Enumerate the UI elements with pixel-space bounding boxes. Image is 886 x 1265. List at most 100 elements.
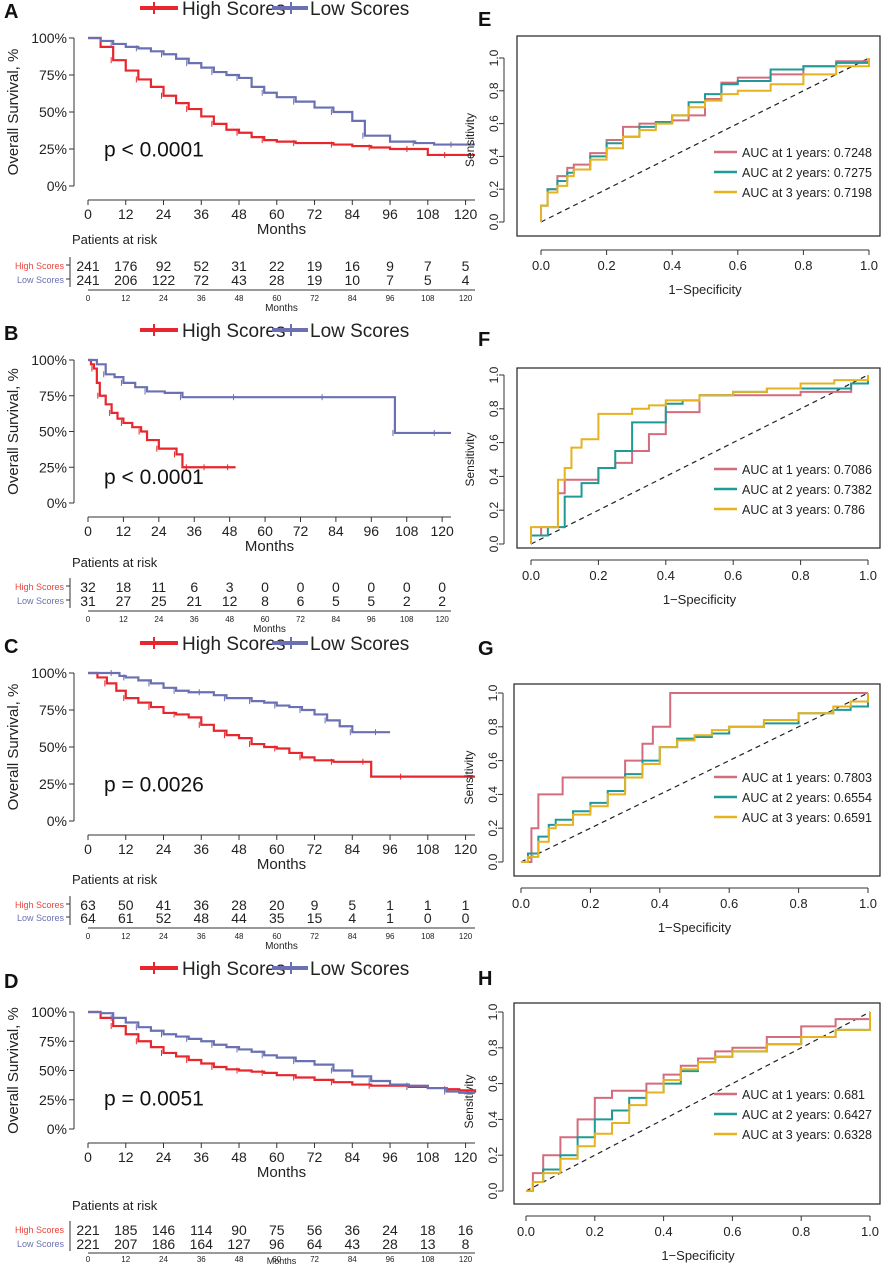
y-axis-title: Sensitivity — [463, 113, 477, 167]
risk-count-high: 75 — [269, 1222, 285, 1238]
risk-count-high: 63 — [80, 897, 96, 913]
y-tick-label: 0% — [47, 813, 67, 829]
risk-x-tick-label: 60 — [272, 1255, 281, 1264]
legend-high-label: High Scores — [182, 0, 286, 20]
plot-frame — [513, 1002, 881, 1205]
y-tick-label: 0.4 — [486, 1111, 500, 1128]
x-tick-label: 72 — [307, 206, 323, 222]
x-tick-label: 0.2 — [586, 1224, 604, 1239]
y-tick-label: 0.0 — [486, 853, 500, 870]
x-tick-label: 12 — [116, 523, 132, 539]
risk-x-tick-label: 60 — [272, 294, 281, 303]
x-tick-label: 0.0 — [532, 258, 550, 273]
y-tick-label: 100% — [31, 665, 67, 681]
y-axis-title: Overall Survival, % — [5, 1007, 22, 1134]
x-tick-label: 120 — [430, 523, 454, 539]
legend-label-1yr: AUC at 1 years: 0.7803 — [742, 771, 872, 785]
risk-count-high: 6 — [190, 579, 198, 595]
risk-count-high: 3 — [226, 579, 234, 595]
risk-count-low: 21 — [186, 593, 202, 609]
risk-x-tick-label: 24 — [159, 932, 168, 941]
panel-letter: F — [478, 329, 490, 351]
risk-count-high: 5 — [462, 258, 470, 274]
x-tick-label: 0.8 — [792, 1224, 810, 1239]
roc-curve-3yr — [521, 693, 869, 863]
x-axis-title: 1−Specificity — [663, 592, 737, 607]
risk-x-tick-label: 120 — [459, 932, 473, 941]
risk-high-label: High Scores — [15, 261, 65, 271]
x-tick-label: 72 — [307, 841, 323, 857]
risk-count-high: 146 — [152, 1222, 176, 1238]
x-tick-label: 84 — [328, 523, 344, 539]
y-tick-label: 75% — [39, 702, 67, 718]
x-tick-label: 0.2 — [589, 568, 607, 583]
risk-count-low: 44 — [231, 910, 247, 926]
x-tick-label: 36 — [193, 1149, 209, 1165]
y-tick-label: 0.8 — [487, 400, 501, 417]
risk-count-high: 0 — [297, 579, 305, 595]
legend-label-1yr: AUC at 1 years: 0.7086 — [742, 463, 872, 477]
risk-count-low: 61 — [118, 910, 134, 926]
plot-frame — [513, 683, 881, 877]
risk-table-title: Patients at risk — [72, 555, 158, 570]
x-tick-label: 36 — [186, 523, 202, 539]
risk-x-tick-label: 72 — [310, 932, 319, 941]
risk-count-high: 0 — [438, 579, 446, 595]
panel-letter: C — [4, 636, 18, 658]
x-tick-label: 0.6 — [723, 1224, 741, 1239]
risk-high-label: High Scores — [15, 1225, 65, 1235]
y-tick-label: 0.8 — [486, 718, 500, 735]
x-tick-label: 0.6 — [729, 258, 747, 273]
risk-x-tick-label: 48 — [235, 932, 244, 941]
x-tick-label: 108 — [416, 1149, 440, 1165]
risk-count-low: 8 — [462, 1236, 470, 1252]
risk-x-tick-label: 36 — [190, 615, 199, 624]
y-axis-title: Sensitivity — [462, 1074, 476, 1128]
risk-count-low: 207 — [114, 1236, 138, 1252]
x-tick-label: 108 — [395, 523, 419, 539]
y-axis-title: Sensitivity — [463, 432, 477, 486]
risk-count-high: 19 — [307, 258, 323, 274]
legend-high-label: High Scores — [182, 959, 286, 980]
risk-count-high: 56 — [307, 1222, 323, 1238]
risk-x-tick-label: 84 — [348, 1255, 357, 1264]
legend-label-2yr: AUC at 2 years: 0.6427 — [742, 1108, 872, 1122]
y-tick-label: 0.2 — [487, 502, 501, 519]
low-survival-curve — [88, 358, 451, 435]
risk-x-tick-label: 120 — [459, 1255, 473, 1264]
y-tick-label: 25% — [39, 141, 67, 157]
x-tick-label: 96 — [382, 1149, 398, 1165]
risk-count-high: 241 — [76, 258, 100, 274]
y-tick-label: 25% — [39, 1092, 67, 1108]
x-tick-label: 96 — [364, 523, 380, 539]
risk-count-high: 1 — [462, 897, 470, 913]
y-tick-label: 0.0 — [486, 1182, 500, 1199]
risk-x-tick-label: 12 — [121, 1255, 130, 1264]
low-survival-curve — [88, 1010, 475, 1094]
x-tick-label: 48 — [231, 206, 247, 222]
risk-high-label: High Scores — [15, 582, 65, 592]
legend-label-2yr: AUC at 2 years: 0.6554 — [742, 791, 872, 805]
risk-count-high: 31 — [231, 258, 247, 274]
x-tick-label: 96 — [382, 206, 398, 222]
risk-x-tick-label: 96 — [367, 615, 376, 624]
x-tick-label: 0.4 — [657, 568, 675, 583]
risk-count-low: 2 — [438, 593, 446, 609]
x-tick-label: 0.6 — [720, 896, 738, 911]
risk-count-low: 164 — [190, 1236, 214, 1252]
x-tick-label: 0.2 — [598, 258, 616, 273]
risk-count-low: 0 — [424, 910, 432, 926]
y-tick-label: 75% — [39, 388, 67, 404]
y-tick-label: 50% — [39, 739, 67, 755]
risk-count-high: 92 — [156, 258, 172, 274]
km-panel-a: A High Scores Low Scores 0% 25% 50% 75% 100% 0 12… — [4, 0, 477, 314]
x-tick-label: 24 — [156, 206, 172, 222]
roc-panel-f: F 0.0 0.0 0.2 0.2 0.4 0.4 0.6 0.6 0.8 0.8 1.0 1.0 1−S… — [463, 329, 881, 607]
x-axis-title: 1−Specificity — [658, 920, 732, 935]
x-tick-label: 0.8 — [794, 258, 812, 273]
panel-letter: E — [478, 9, 491, 31]
x-tick-label: 0.0 — [517, 1224, 535, 1239]
risk-count-low: 28 — [382, 1236, 398, 1252]
risk-count-low: 43 — [231, 272, 247, 288]
risk-count-high: 16 — [345, 258, 361, 274]
